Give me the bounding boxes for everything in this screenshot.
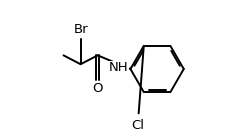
Text: Br: Br xyxy=(73,23,88,36)
Text: NH: NH xyxy=(109,62,129,75)
Text: Cl: Cl xyxy=(132,119,144,132)
Text: O: O xyxy=(92,82,103,95)
